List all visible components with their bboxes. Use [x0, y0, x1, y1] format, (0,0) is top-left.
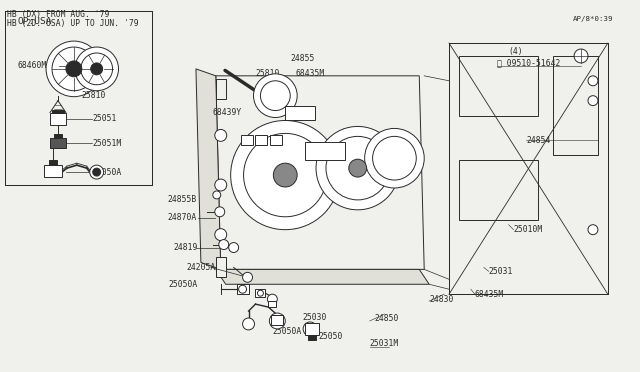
Circle shape — [91, 63, 102, 75]
Text: 25810: 25810 — [82, 91, 106, 100]
Bar — [285, 106, 315, 121]
Bar — [216, 79, 226, 99]
Text: 25010M: 25010M — [513, 225, 543, 234]
Circle shape — [365, 128, 424, 188]
Bar — [305, 323, 319, 335]
Text: 68435M: 68435M — [295, 69, 324, 78]
Text: 25051: 25051 — [93, 114, 117, 123]
Text: 24205A: 24205A — [186, 263, 215, 272]
Bar — [308, 335, 316, 340]
Circle shape — [93, 168, 100, 176]
Text: OP:USA: OP:USA — [17, 17, 52, 26]
Text: 24819: 24819 — [173, 243, 198, 252]
Bar — [270, 135, 282, 145]
Text: 25030: 25030 — [302, 312, 326, 321]
Text: 25050A: 25050A — [273, 327, 301, 336]
Circle shape — [303, 322, 317, 336]
Circle shape — [372, 137, 416, 180]
Text: 24855B: 24855B — [167, 195, 196, 204]
Bar — [459, 160, 538, 220]
Text: 24855: 24855 — [290, 54, 315, 64]
Circle shape — [75, 47, 118, 91]
Text: 24870A: 24870A — [167, 213, 196, 222]
Bar — [271, 315, 284, 325]
Circle shape — [588, 96, 598, 106]
Circle shape — [219, 240, 228, 250]
Text: 25810: 25810 — [255, 69, 280, 78]
Text: 25031M: 25031M — [370, 339, 399, 348]
Circle shape — [244, 134, 327, 217]
Circle shape — [257, 290, 264, 296]
Circle shape — [239, 285, 246, 293]
Text: 25031: 25031 — [489, 267, 513, 276]
Text: AP/8*0:39: AP/8*0:39 — [573, 16, 614, 22]
Circle shape — [574, 49, 588, 63]
Circle shape — [326, 137, 390, 200]
Circle shape — [588, 76, 598, 86]
Circle shape — [215, 179, 227, 191]
Circle shape — [213, 191, 221, 199]
Circle shape — [215, 129, 227, 141]
Circle shape — [268, 294, 277, 304]
Circle shape — [228, 243, 239, 253]
Text: 24854: 24854 — [527, 136, 551, 145]
Bar — [50, 138, 66, 148]
Text: HB (2D. USA) UP TO JUN. '79: HB (2D. USA) UP TO JUN. '79 — [7, 19, 139, 28]
Circle shape — [243, 272, 253, 282]
Bar — [255, 289, 266, 297]
Bar — [54, 134, 62, 138]
Circle shape — [215, 229, 227, 241]
Text: 25050A: 25050A — [168, 280, 197, 289]
Circle shape — [253, 74, 297, 118]
Bar — [49, 160, 57, 165]
Circle shape — [269, 313, 285, 329]
Bar — [305, 142, 345, 160]
Polygon shape — [196, 69, 221, 269]
Circle shape — [316, 126, 399, 210]
Circle shape — [81, 53, 113, 85]
Text: 25050A: 25050A — [93, 168, 122, 177]
Bar — [255, 135, 268, 145]
Bar — [52, 110, 64, 113]
Bar — [459, 56, 538, 116]
Text: 68439Y: 68439Y — [213, 108, 242, 117]
Text: Ⓢ 09510-51642: Ⓢ 09510-51642 — [497, 58, 560, 67]
Circle shape — [588, 225, 598, 235]
Circle shape — [349, 159, 367, 177]
Circle shape — [260, 81, 290, 110]
Circle shape — [215, 207, 225, 217]
Text: 24850: 24850 — [374, 314, 399, 324]
Bar — [44, 165, 62, 177]
Text: 25050: 25050 — [318, 332, 342, 341]
Circle shape — [90, 165, 104, 179]
Circle shape — [46, 41, 102, 97]
Text: 68460M: 68460M — [17, 61, 47, 70]
Bar — [5, 11, 152, 185]
Text: 24830: 24830 — [429, 295, 454, 304]
Bar — [50, 113, 66, 125]
Text: HB (DX) FROM AUG. '79: HB (DX) FROM AUG. '79 — [7, 10, 109, 19]
Polygon shape — [216, 76, 424, 269]
Bar — [216, 257, 226, 277]
Bar — [237, 284, 248, 294]
Circle shape — [273, 163, 297, 187]
Circle shape — [52, 47, 96, 91]
Bar — [241, 135, 253, 145]
Text: 25051M: 25051M — [93, 139, 122, 148]
Bar — [268, 301, 276, 307]
Text: 68435M: 68435M — [475, 290, 504, 299]
Bar — [553, 56, 598, 155]
Polygon shape — [216, 269, 429, 284]
Circle shape — [243, 318, 255, 330]
Polygon shape — [449, 43, 608, 294]
Text: (4): (4) — [509, 46, 524, 55]
Circle shape — [66, 61, 82, 77]
Circle shape — [230, 121, 340, 230]
